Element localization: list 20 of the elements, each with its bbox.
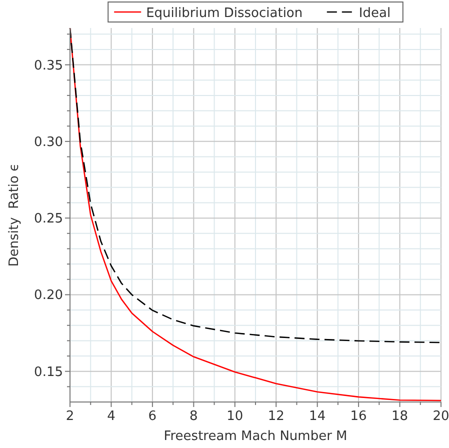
y-tick-label: 0.25 — [34, 212, 63, 227]
y-tick-label: 0.15 — [34, 364, 63, 380]
x-tick-label: 8 — [190, 409, 198, 424]
x-tick-label: 2 — [66, 409, 74, 424]
x-tick-label: 6 — [148, 409, 157, 424]
x-axis-title: Freestream Mach Number M — [164, 429, 348, 444]
y-tick-label: 0.20 — [34, 288, 63, 304]
y-tick-label: 0.35 — [34, 58, 63, 74]
legend-label: Equilibrium Dissociation — [146, 6, 303, 21]
x-tick-label: 4 — [107, 409, 116, 424]
x-tick-label: 10 — [226, 409, 244, 424]
x-tick-label: 16 — [350, 409, 367, 424]
x-tick-label: 14 — [309, 409, 326, 424]
x-tick-label: 20 — [432, 409, 449, 424]
y-tick-label: 0.30 — [34, 134, 63, 150]
legend-label: Ideal — [358, 6, 391, 21]
y-axis-title: Density Ratio ϵ — [7, 163, 22, 267]
x-tick-label: 18 — [392, 409, 408, 424]
x-tick-label: 12 — [268, 409, 284, 424]
line-series — [69, 27, 442, 344]
